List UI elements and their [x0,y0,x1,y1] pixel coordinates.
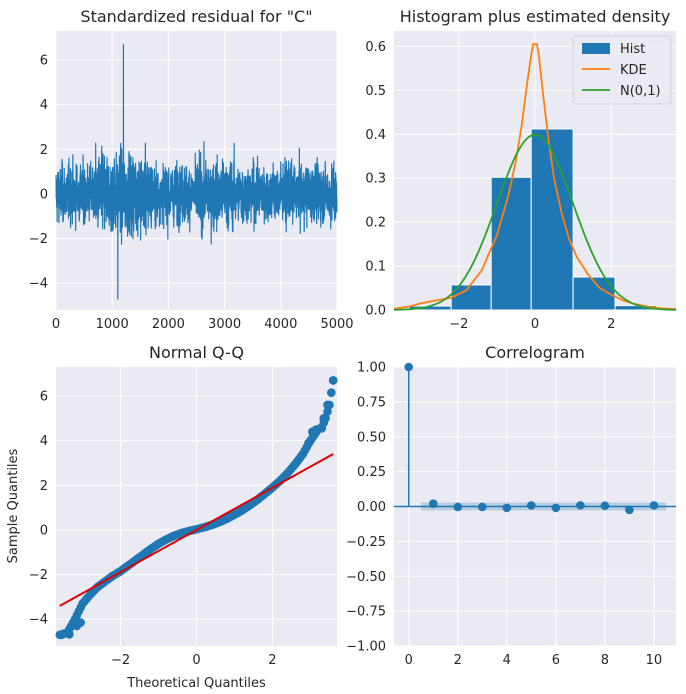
normal-density-line [393,133,677,311]
residual-x-tick-label: 5000 [320,317,353,332]
correlogram-y-tick-label: 0.75 [357,395,386,410]
histogram-y-tick-label: 0.3 [365,172,386,187]
qq-title: Normal Q-Q [149,343,244,362]
legend-normal-label: N(0,1) [620,84,661,99]
qq-x-axis-label: Theoretical Quantiles [126,676,266,691]
acf-marker [453,502,463,512]
qq-point [327,388,336,397]
correlogram-x-tick-label: 6 [552,653,560,668]
histogram-y-tick-label: 0.1 [365,260,386,275]
qq-y-tick-label: −2 [29,568,48,583]
residual-x-tick-label: 0 [52,317,60,332]
qq-y-tick-label: −4 [29,613,48,628]
residual-y-tick-label: 2 [40,143,48,158]
acf-marker [649,501,659,510]
histogram-bar [490,176,532,311]
correlogram-y-tick-label: −1.00 [346,640,386,655]
qq-point [323,400,332,410]
correlogram-y-tick-label: 1.00 [357,361,386,376]
histogram-y-tick-label: 0.5 [365,84,386,99]
correlogram-panel: Correlogram 0 2 4 6 8 10 −1.00 −0.75 −0.50 −0.25 0… [346,343,676,668]
correlogram-y-tick-label: 0.00 [357,500,386,515]
acf-marker [551,503,561,513]
residual-y-tick-label: 6 [40,54,48,69]
acf-marker [625,505,634,515]
histogram-y-tick-label: 0.4 [365,128,386,143]
acf-marker [502,503,512,513]
residual-panel: Standardized residual for "C" 0 1000 2000 3… [29,7,354,332]
acf-marker [428,499,438,509]
qq-point [317,424,327,433]
correlogram-title: Correlogram [485,343,585,362]
histogram-x-tick-label: 0 [531,317,539,332]
qq-point [304,438,313,448]
residual-y-tick-label: −4 [29,277,48,292]
residual-y-tick-label: −2 [29,232,48,247]
kde-line [393,43,677,311]
correlogram-x-tick-label: 2 [454,653,462,668]
histogram-bar [450,284,492,311]
acf-marker [527,501,536,510]
acf-marker [404,362,414,372]
histogram-x-tick-label: 2 [607,317,615,332]
correlogram-y-tick-label: −0.25 [346,535,386,550]
histogram-x-tick-label: −2 [449,317,468,332]
correlogram-y-tick-label: −0.75 [346,605,386,620]
histogram-y-tick-label: 0.0 [365,304,386,319]
residual-x-tick-label: 1000 [96,317,129,332]
residual-y-tick-label: 0 [40,187,48,202]
residual-x-tick-label: 2000 [152,317,185,332]
qq-y-tick-label: 6 [40,390,48,405]
correlogram-x-tick-label: 10 [646,653,663,668]
residual-title: Standardized residual for "C" [80,7,312,26]
acf-marker [600,501,610,510]
acf-marker [576,501,585,510]
histogram-legend: Hist KDE N(0,1) [572,35,672,105]
histogram-title: Histogram plus estimated density [400,7,671,26]
qq-panel: Normal Q-Q −2 0 2 −4 −2 0 2 4 6 Theoretical Quan… [6,343,338,691]
qq-x-tick-label: −2 [111,653,130,668]
histogram-bar [530,128,574,311]
qq-y-tick-label: 2 [40,479,48,494]
qq-x-tick-label: 2 [268,653,276,668]
histogram-panel: Histogram plus estimated density −2 0 2 0.0… [365,7,677,332]
histogram-y-tick-label: 0.6 [365,40,386,55]
legend-kde-label: KDE [620,63,647,78]
legend-hist-swatch [582,43,610,54]
qq-y-tick-label: 4 [40,434,48,449]
correlogram-x-tick-label: 0 [405,653,413,668]
qq-x-tick-label: 0 [192,653,200,668]
qq-point [328,376,338,385]
qq-reference-line [59,453,334,607]
correlogram-y-tick-label: −0.50 [346,570,386,585]
correlogram-y-tick-label: 0.25 [357,465,386,480]
legend-hist-label: Hist [620,42,645,57]
residual-x-tick-label: 3000 [208,317,241,332]
qq-point [319,414,329,423]
qq-point [323,407,332,416]
acf-marker [477,502,487,512]
qq-point [64,630,74,639]
qq-point [76,618,85,627]
qq-point [57,630,66,640]
histogram-y-tick-label: 0.2 [365,216,386,231]
residual-x-tick-label: 4000 [264,317,297,332]
residual-y-tick-label: 4 [40,98,48,113]
qq-y-axis-label: Sample Quantiles [6,448,21,563]
qq-y-tick-label: 0 [40,523,48,538]
correlogram-x-tick-label: 8 [601,653,609,668]
residual-series [55,43,338,300]
correlogram-y-tick-label: 0.50 [357,430,386,445]
correlogram-x-tick-label: 4 [503,653,511,668]
